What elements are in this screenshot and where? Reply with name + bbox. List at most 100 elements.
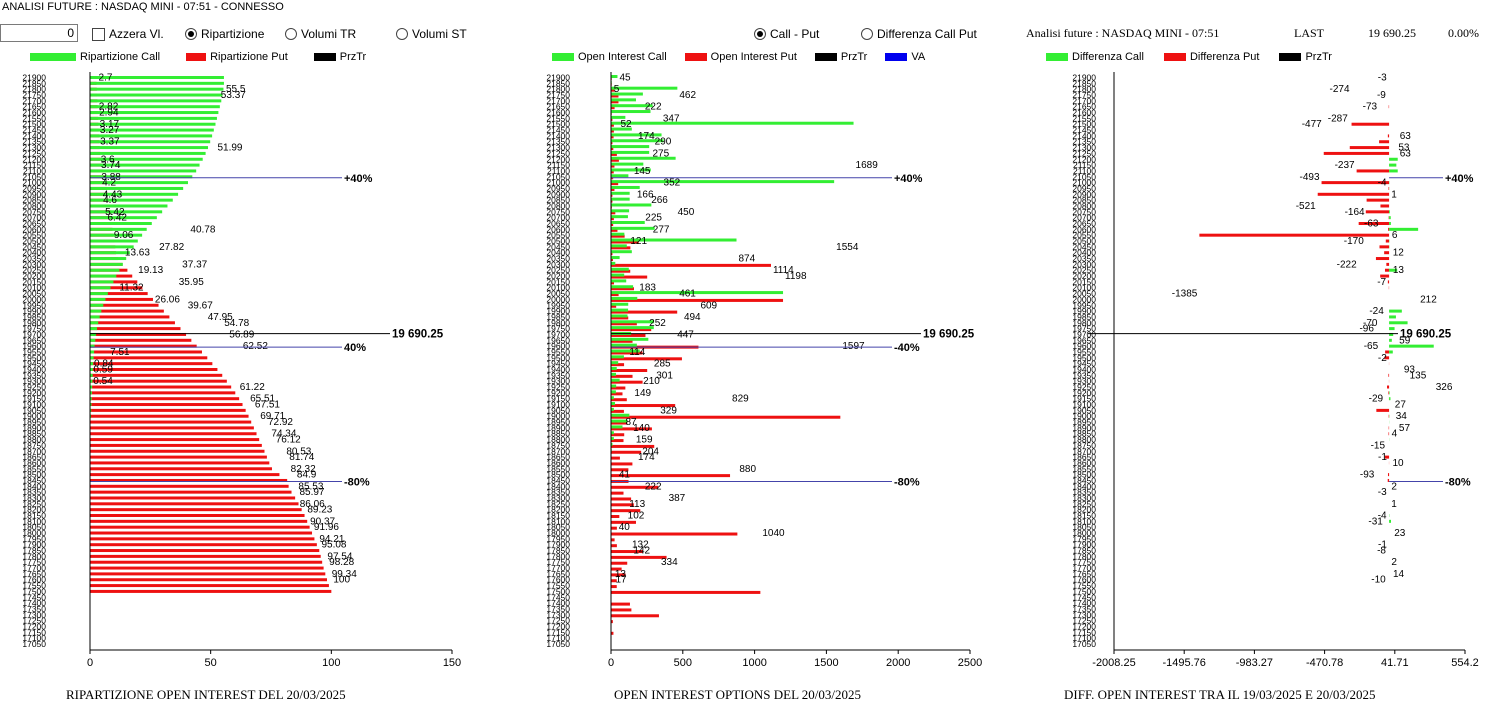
put-bar: [611, 135, 614, 139]
value-label: 275: [652, 148, 669, 159]
put-bar: [1387, 478, 1390, 482]
legend-swatch-put: [1163, 53, 1186, 61]
radio-icon[interactable]: [396, 28, 408, 40]
value-label: -73: [1363, 102, 1378, 113]
value-label: 4.2: [102, 178, 116, 189]
value-label: 5.42: [105, 207, 125, 218]
call-bar: [611, 442, 613, 446]
strike-label: 19300: [1072, 376, 1096, 386]
strike-label: 18550: [22, 464, 46, 474]
value-label: 113: [629, 499, 645, 510]
strike-label: 18350: [546, 487, 570, 497]
diff-call-put-radio[interactable]: Differenza Call Put: [861, 27, 977, 41]
value-label: 12: [1393, 248, 1405, 259]
call-bar: [1389, 309, 1402, 313]
volumi-tr-radio[interactable]: Volumi TR: [285, 27, 356, 41]
value-label: 329: [660, 405, 677, 416]
strike-label: 20550: [22, 230, 46, 240]
strike-label: 21050: [546, 172, 570, 182]
strike-label: 20250: [22, 265, 46, 275]
put-bar: [1376, 408, 1390, 412]
value-label: 285: [654, 359, 671, 370]
strike-label: 18200: [22, 505, 46, 515]
call-put-radio[interactable]: Call - Put: [754, 27, 819, 41]
strike-label: 18150: [22, 511, 46, 521]
call-bar: [90, 151, 206, 155]
call-bar: [611, 197, 630, 201]
value-label: -4: [1378, 178, 1387, 189]
strike-label: 17300: [1072, 610, 1096, 620]
strike-label: 21650: [546, 102, 570, 112]
call-bar: [1389, 222, 1391, 225]
strike-label: 21900: [546, 73, 570, 83]
call-bar: [611, 396, 614, 400]
call-bar: [611, 326, 654, 330]
legend-label: Open Interest Put: [710, 51, 797, 63]
value-label: -10: [1371, 575, 1386, 586]
strike-label: 18100: [546, 516, 570, 526]
strike-label: 21650: [1072, 102, 1096, 112]
call-bar: [611, 203, 652, 207]
azzera-checkbox[interactable]: Azzera Vl.: [92, 27, 164, 41]
strike-label: 18400: [1072, 481, 1096, 491]
strike-label: 21250: [22, 148, 46, 158]
radio-selected-icon[interactable]: [185, 28, 197, 40]
legend-swatch-call: [552, 53, 574, 61]
strike-label: 17700: [22, 563, 46, 573]
strike-label: 17350: [1072, 604, 1096, 614]
strike-label: 18950: [22, 417, 46, 427]
call-bar: [90, 140, 211, 144]
call-bar: [90, 350, 95, 354]
value-label: -96: [1359, 324, 1374, 335]
strike-label: 21750: [22, 90, 46, 100]
strike-label: 21800: [22, 84, 46, 94]
strike-label: 19300: [22, 376, 46, 386]
call-bar: [1389, 397, 1391, 401]
put-bar: [611, 573, 626, 577]
put-bar: [611, 333, 646, 337]
volumi-st-radio[interactable]: Volumi ST: [396, 27, 467, 41]
put-bar: [611, 585, 617, 589]
call-bar: [90, 222, 152, 225]
strike-label: 17200: [22, 621, 46, 631]
ripartizione-radio[interactable]: Ripartizione: [185, 27, 264, 41]
value-label: 27.82: [159, 242, 184, 253]
radio-icon[interactable]: [285, 28, 297, 40]
x-tick-label: 0: [608, 657, 614, 669]
put-bar: [611, 304, 617, 308]
strike-label: 17200: [1072, 621, 1096, 631]
call-bar: [1389, 163, 1397, 167]
call-bar: [90, 368, 93, 371]
strike-label: 18050: [1072, 522, 1096, 532]
value-label: 3.74: [101, 160, 121, 171]
put-bar: [611, 246, 631, 250]
value-label: -1385: [1172, 289, 1198, 300]
guide-label: -80%: [1445, 476, 1471, 488]
call-bar: [90, 99, 222, 103]
strike-label: 21550: [22, 113, 46, 123]
legend-swatch-put: [186, 53, 207, 61]
legend-panel-1: Ripartizione Call Ripartizione Put PrzTr: [30, 51, 366, 63]
strike-label: 19300: [546, 376, 570, 386]
number-input[interactable]: 0: [0, 24, 78, 42]
value-label: 204: [642, 446, 659, 457]
value-label: 1689: [856, 160, 879, 171]
x-tick-label: -2008.25: [1092, 657, 1135, 669]
put-bar: [1380, 274, 1390, 278]
radio-selected-icon[interactable]: [754, 28, 766, 40]
put-bar: [1385, 239, 1390, 243]
strike-label: 20600: [22, 224, 46, 234]
checkbox-box[interactable]: [92, 27, 105, 41]
call-bar: [611, 367, 617, 370]
strike-label: 18000: [22, 528, 46, 538]
put-bar: [1351, 122, 1390, 126]
x-tick-label: 0: [87, 657, 93, 669]
put-bar: [90, 496, 296, 500]
radio-icon[interactable]: [861, 28, 873, 40]
put-bar: [611, 287, 634, 291]
put-bar: [90, 356, 208, 360]
put-bar: [611, 100, 619, 104]
put-bar: [90, 432, 257, 436]
strike-label: 19650: [546, 335, 570, 345]
value-label: -3: [1378, 487, 1387, 498]
